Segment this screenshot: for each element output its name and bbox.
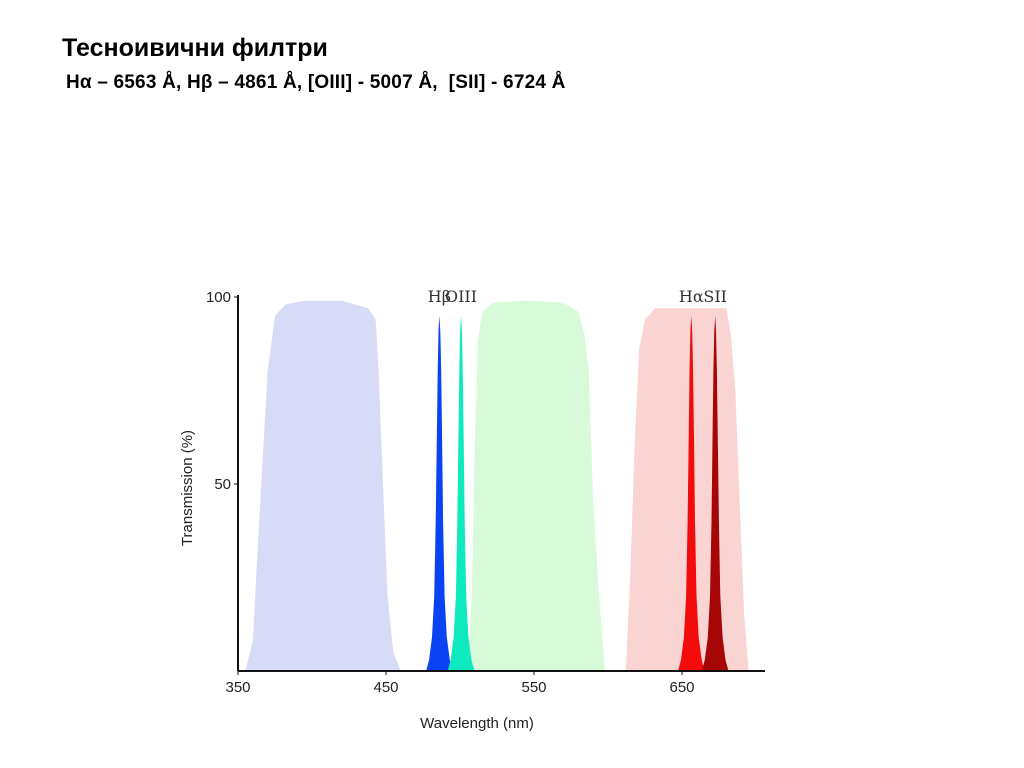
- broadband-filters: [245, 300, 749, 671]
- narrowband-filter-oiii: [447, 315, 475, 671]
- narrowband-filters: [426, 315, 729, 671]
- line-label-h-beta: Hβ: [428, 287, 451, 306]
- narrowband-filter-h-alpha: [678, 315, 705, 671]
- x-axis-title: Wavelength (nm): [420, 715, 534, 732]
- broadband-filter-blue: [245, 300, 401, 671]
- narrowband-filter-h-beta: [426, 315, 453, 671]
- x-tick-label: 350: [225, 679, 250, 696]
- x-tick-label: 550: [521, 679, 546, 696]
- slide-title: Тесноивични филтри: [62, 34, 328, 62]
- y-axis-title: Transmission (%): [179, 430, 196, 546]
- x-tick-label: 650: [669, 679, 694, 696]
- narrowband-filter-sii: [701, 315, 729, 671]
- axis-ticks: 350 450 550 650 50 100: [206, 289, 695, 696]
- y-tick-label: 50: [214, 476, 231, 493]
- line-label-oiii: OIII: [445, 287, 477, 306]
- slide-subtitle: Hα – 6563 Å, Hβ – 4861 Å, [OIII] - 5007 …: [66, 72, 566, 93]
- x-tick-label: 450: [373, 679, 398, 696]
- y-tick-label: 100: [206, 289, 231, 306]
- broadband-filter-green: [467, 300, 605, 671]
- line-label-h-alpha: Hα: [679, 287, 704, 306]
- line-label-sii: SII: [703, 287, 727, 306]
